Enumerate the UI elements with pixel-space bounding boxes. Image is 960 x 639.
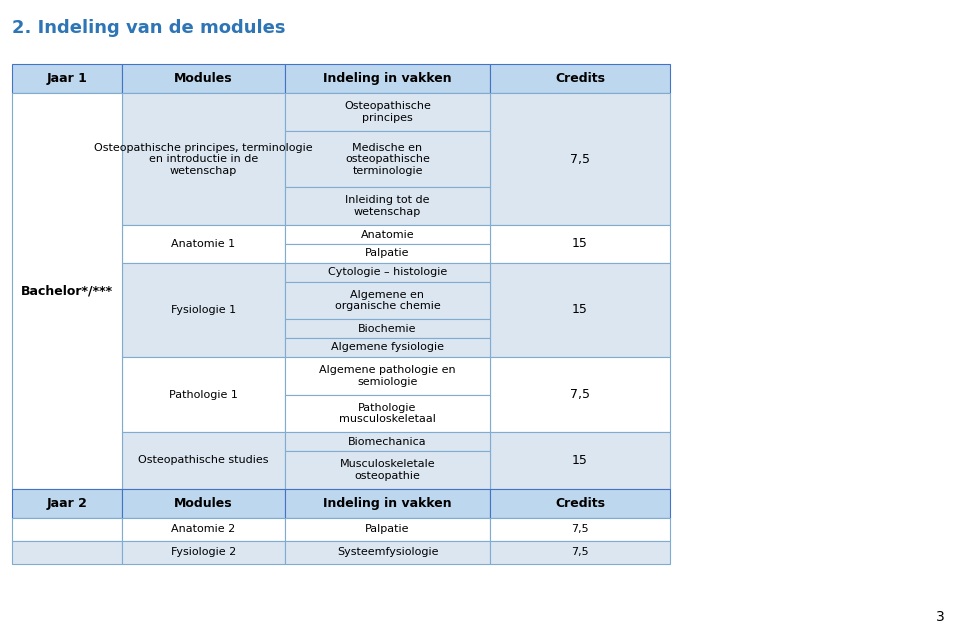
Text: Osteopathische
principes: Osteopathische principes (344, 102, 431, 123)
Text: Fysiologie 2: Fysiologie 2 (171, 548, 236, 557)
Bar (285, 187, 490, 225)
Text: Algemene fysiologie: Algemene fysiologie (331, 343, 444, 353)
Text: Anatomie 2: Anatomie 2 (172, 525, 235, 534)
Text: Osteopathische principes, terminologie
en introductie in de
wetenschap: Osteopathische principes, terminologie e… (94, 142, 313, 176)
Bar (490, 541, 670, 564)
Bar (122, 64, 285, 93)
Text: Biomechanica: Biomechanica (348, 436, 427, 447)
Text: Osteopathische studies: Osteopathische studies (138, 456, 269, 465)
Bar (12, 489, 122, 518)
Text: Musculoskeletale
osteopathie: Musculoskeletale osteopathie (340, 459, 435, 481)
Text: 2. Indeling van de modules: 2. Indeling van de modules (12, 19, 285, 37)
Text: Credits: Credits (555, 72, 605, 85)
Text: Fysiologie 1: Fysiologie 1 (171, 305, 236, 315)
Bar (122, 541, 285, 564)
Text: Indeling in vakken: Indeling in vakken (324, 72, 452, 85)
Text: Modules: Modules (174, 497, 233, 510)
Bar (122, 263, 285, 357)
Bar (490, 489, 670, 518)
Text: Biochemie: Biochemie (358, 323, 417, 334)
Text: Jaar 1: Jaar 1 (47, 72, 87, 85)
Text: Jaar 2: Jaar 2 (47, 497, 87, 510)
Text: Pathologie 1: Pathologie 1 (169, 390, 238, 399)
Bar (490, 263, 670, 357)
Bar (285, 320, 490, 338)
Text: 15: 15 (572, 304, 588, 316)
Bar (285, 357, 490, 394)
Bar (285, 451, 490, 489)
Bar (285, 338, 490, 357)
Text: Algemene pathologie en
semiologie: Algemene pathologie en semiologie (319, 365, 456, 387)
Text: Anatomie 1: Anatomie 1 (172, 239, 235, 249)
Bar (12, 518, 122, 541)
Text: Algemene en
organische chemie: Algemene en organische chemie (335, 289, 441, 311)
Bar (285, 394, 490, 432)
Text: Indeling in vakken: Indeling in vakken (324, 497, 452, 510)
Bar (122, 432, 285, 489)
Text: 7,5: 7,5 (571, 548, 588, 557)
Text: Palpatie: Palpatie (365, 249, 410, 258)
Bar (285, 131, 490, 187)
Text: 7,5: 7,5 (571, 525, 588, 534)
Bar (12, 93, 122, 489)
Bar (12, 64, 122, 93)
Text: 3: 3 (936, 610, 945, 624)
Bar (285, 489, 490, 518)
Text: Bachelor*/***: Bachelor*/*** (21, 284, 113, 298)
Text: Modules: Modules (174, 72, 233, 85)
Bar (285, 263, 490, 282)
Text: Pathologie
musculoskeletaal: Pathologie musculoskeletaal (339, 403, 436, 424)
Bar (285, 282, 490, 320)
Bar (285, 432, 490, 451)
Text: 7,5: 7,5 (570, 153, 590, 166)
Text: Medische en
osteopathische
terminologie: Medische en osteopathische terminologie (345, 142, 430, 176)
Bar (285, 93, 490, 131)
Text: Systeemfysiologie: Systeemfysiologie (337, 548, 439, 557)
Bar (285, 541, 490, 564)
Text: 7,5: 7,5 (570, 388, 590, 401)
Text: 15: 15 (572, 454, 588, 467)
Bar (122, 225, 285, 263)
Bar (285, 225, 490, 244)
Text: 15: 15 (572, 238, 588, 250)
Bar (122, 357, 285, 432)
Bar (122, 518, 285, 541)
Bar (490, 93, 670, 225)
Bar (490, 432, 670, 489)
Bar (490, 518, 670, 541)
Text: Credits: Credits (555, 497, 605, 510)
Bar (285, 64, 490, 93)
Bar (490, 357, 670, 432)
Text: Palpatie: Palpatie (365, 525, 410, 534)
Text: Cytologie – histologie: Cytologie – histologie (328, 267, 447, 277)
Text: Inleiding tot de
wetenschap: Inleiding tot de wetenschap (346, 196, 430, 217)
Text: Anatomie: Anatomie (361, 229, 415, 240)
Bar (490, 225, 670, 263)
Bar (12, 541, 122, 564)
Bar (490, 64, 670, 93)
Bar (285, 518, 490, 541)
Bar (285, 244, 490, 263)
Bar (122, 93, 285, 225)
Bar (122, 489, 285, 518)
